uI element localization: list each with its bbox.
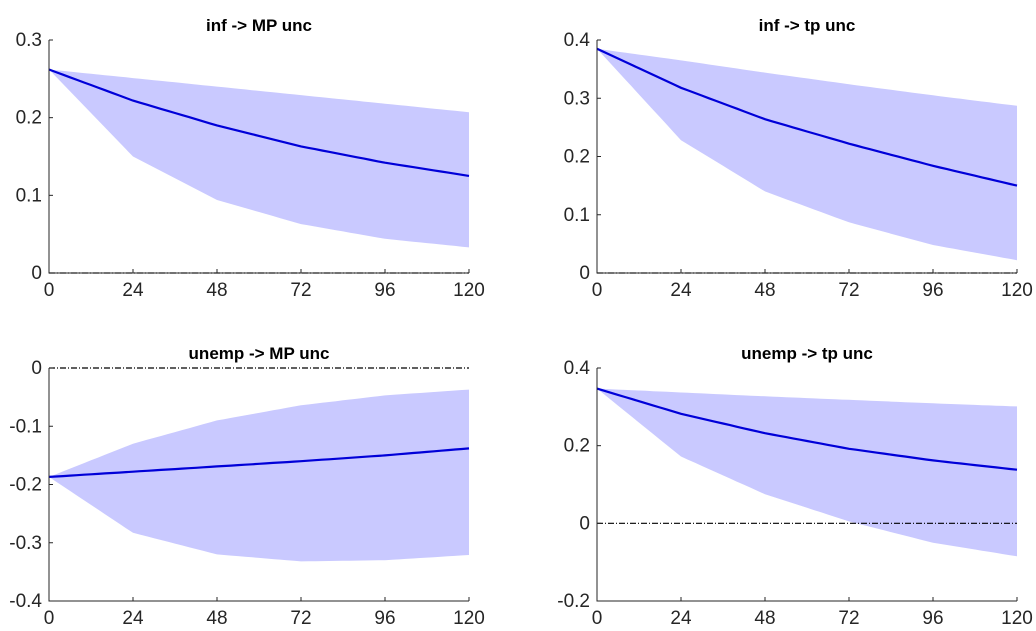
- x-tick-label: 120: [453, 608, 485, 629]
- x-tick-label: 24: [122, 280, 144, 301]
- x-tick-label: 24: [670, 280, 692, 301]
- panel-2: 0 24 48 72 96 120 0 0.1 0.2 0.3 0.4 inf -> tp unc: [564, 16, 1033, 301]
- x-tick-label: 0: [592, 280, 603, 301]
- response-line: [596, 387, 1018, 471]
- response-line: [48, 68, 470, 177]
- y-tick-label: 0.3: [564, 88, 590, 109]
- x-tick-label: 96: [374, 280, 395, 301]
- y-tick-label: 0.4: [564, 30, 591, 51]
- x-tick-label: 72: [290, 608, 311, 629]
- x-tick-label: 48: [206, 608, 227, 629]
- y-tick-label: 0.2: [564, 436, 590, 457]
- x-tick-label: 72: [290, 280, 311, 301]
- y-tick-label: 0.2: [564, 147, 590, 168]
- panel-title: unemp -> MP unc: [189, 344, 330, 363]
- y-tick-label: -0.1: [9, 416, 42, 437]
- panel-1: 0 24 48 72 96 120 0 0.1 0.2 0.3 inf -> MP unc: [16, 16, 485, 301]
- y-tick-label: 0.1: [564, 205, 590, 226]
- y-tick-label: -0.3: [9, 533, 42, 554]
- x-tick-label: 72: [838, 608, 859, 629]
- y-tick-label: -0.2: [9, 475, 42, 496]
- x-tick-label: 0: [592, 608, 603, 629]
- panel-title: unemp -> tp unc: [741, 344, 873, 363]
- x-tick-label: 120: [1001, 608, 1033, 629]
- x-tick-label: 48: [754, 608, 775, 629]
- x-tick-label: 120: [1001, 280, 1033, 301]
- x-tick-label: 48: [754, 280, 775, 301]
- panel-title: inf -> MP unc: [206, 16, 312, 35]
- y-tick-label: 0.1: [16, 185, 42, 206]
- panel-3: 0 24 48 72 96 120 -0.4 -0.3 -0.2 -0.1 0 unemp -> MP…: [9, 344, 485, 629]
- x-tick-label: 96: [374, 608, 395, 629]
- x-tick-label: 72: [838, 280, 859, 301]
- x-tick-label: 0: [44, 608, 55, 629]
- x-tick-label: 48: [206, 280, 227, 301]
- response-line: [596, 47, 1018, 187]
- y-tick-label: 0.2: [16, 108, 42, 129]
- y-tick-label: 0: [31, 358, 42, 379]
- x-tick-label: 96: [922, 608, 943, 629]
- y-tick-label: -0.4: [9, 591, 42, 612]
- response-line: [48, 447, 470, 478]
- confidence-band: [597, 388, 1017, 557]
- y-tick-label: 0: [579, 263, 590, 284]
- y-tick-label: 0.4: [564, 358, 591, 379]
- confidence-band: [49, 69, 469, 248]
- confidence-band: [49, 389, 469, 562]
- panel-title: inf -> tp unc: [759, 16, 856, 35]
- y-tick-label: 0: [31, 263, 42, 284]
- x-tick-label: 0: [44, 280, 55, 301]
- y-tick-label: 0: [579, 513, 590, 534]
- x-tick-label: 24: [670, 608, 692, 629]
- confidence-band: [597, 48, 1017, 261]
- x-tick-label: 96: [922, 280, 943, 301]
- y-tick-label: -0.2: [557, 591, 590, 612]
- x-tick-label: 120: [453, 280, 485, 301]
- x-tick-label: 24: [122, 608, 144, 629]
- y-tick-label: 0.3: [16, 30, 42, 51]
